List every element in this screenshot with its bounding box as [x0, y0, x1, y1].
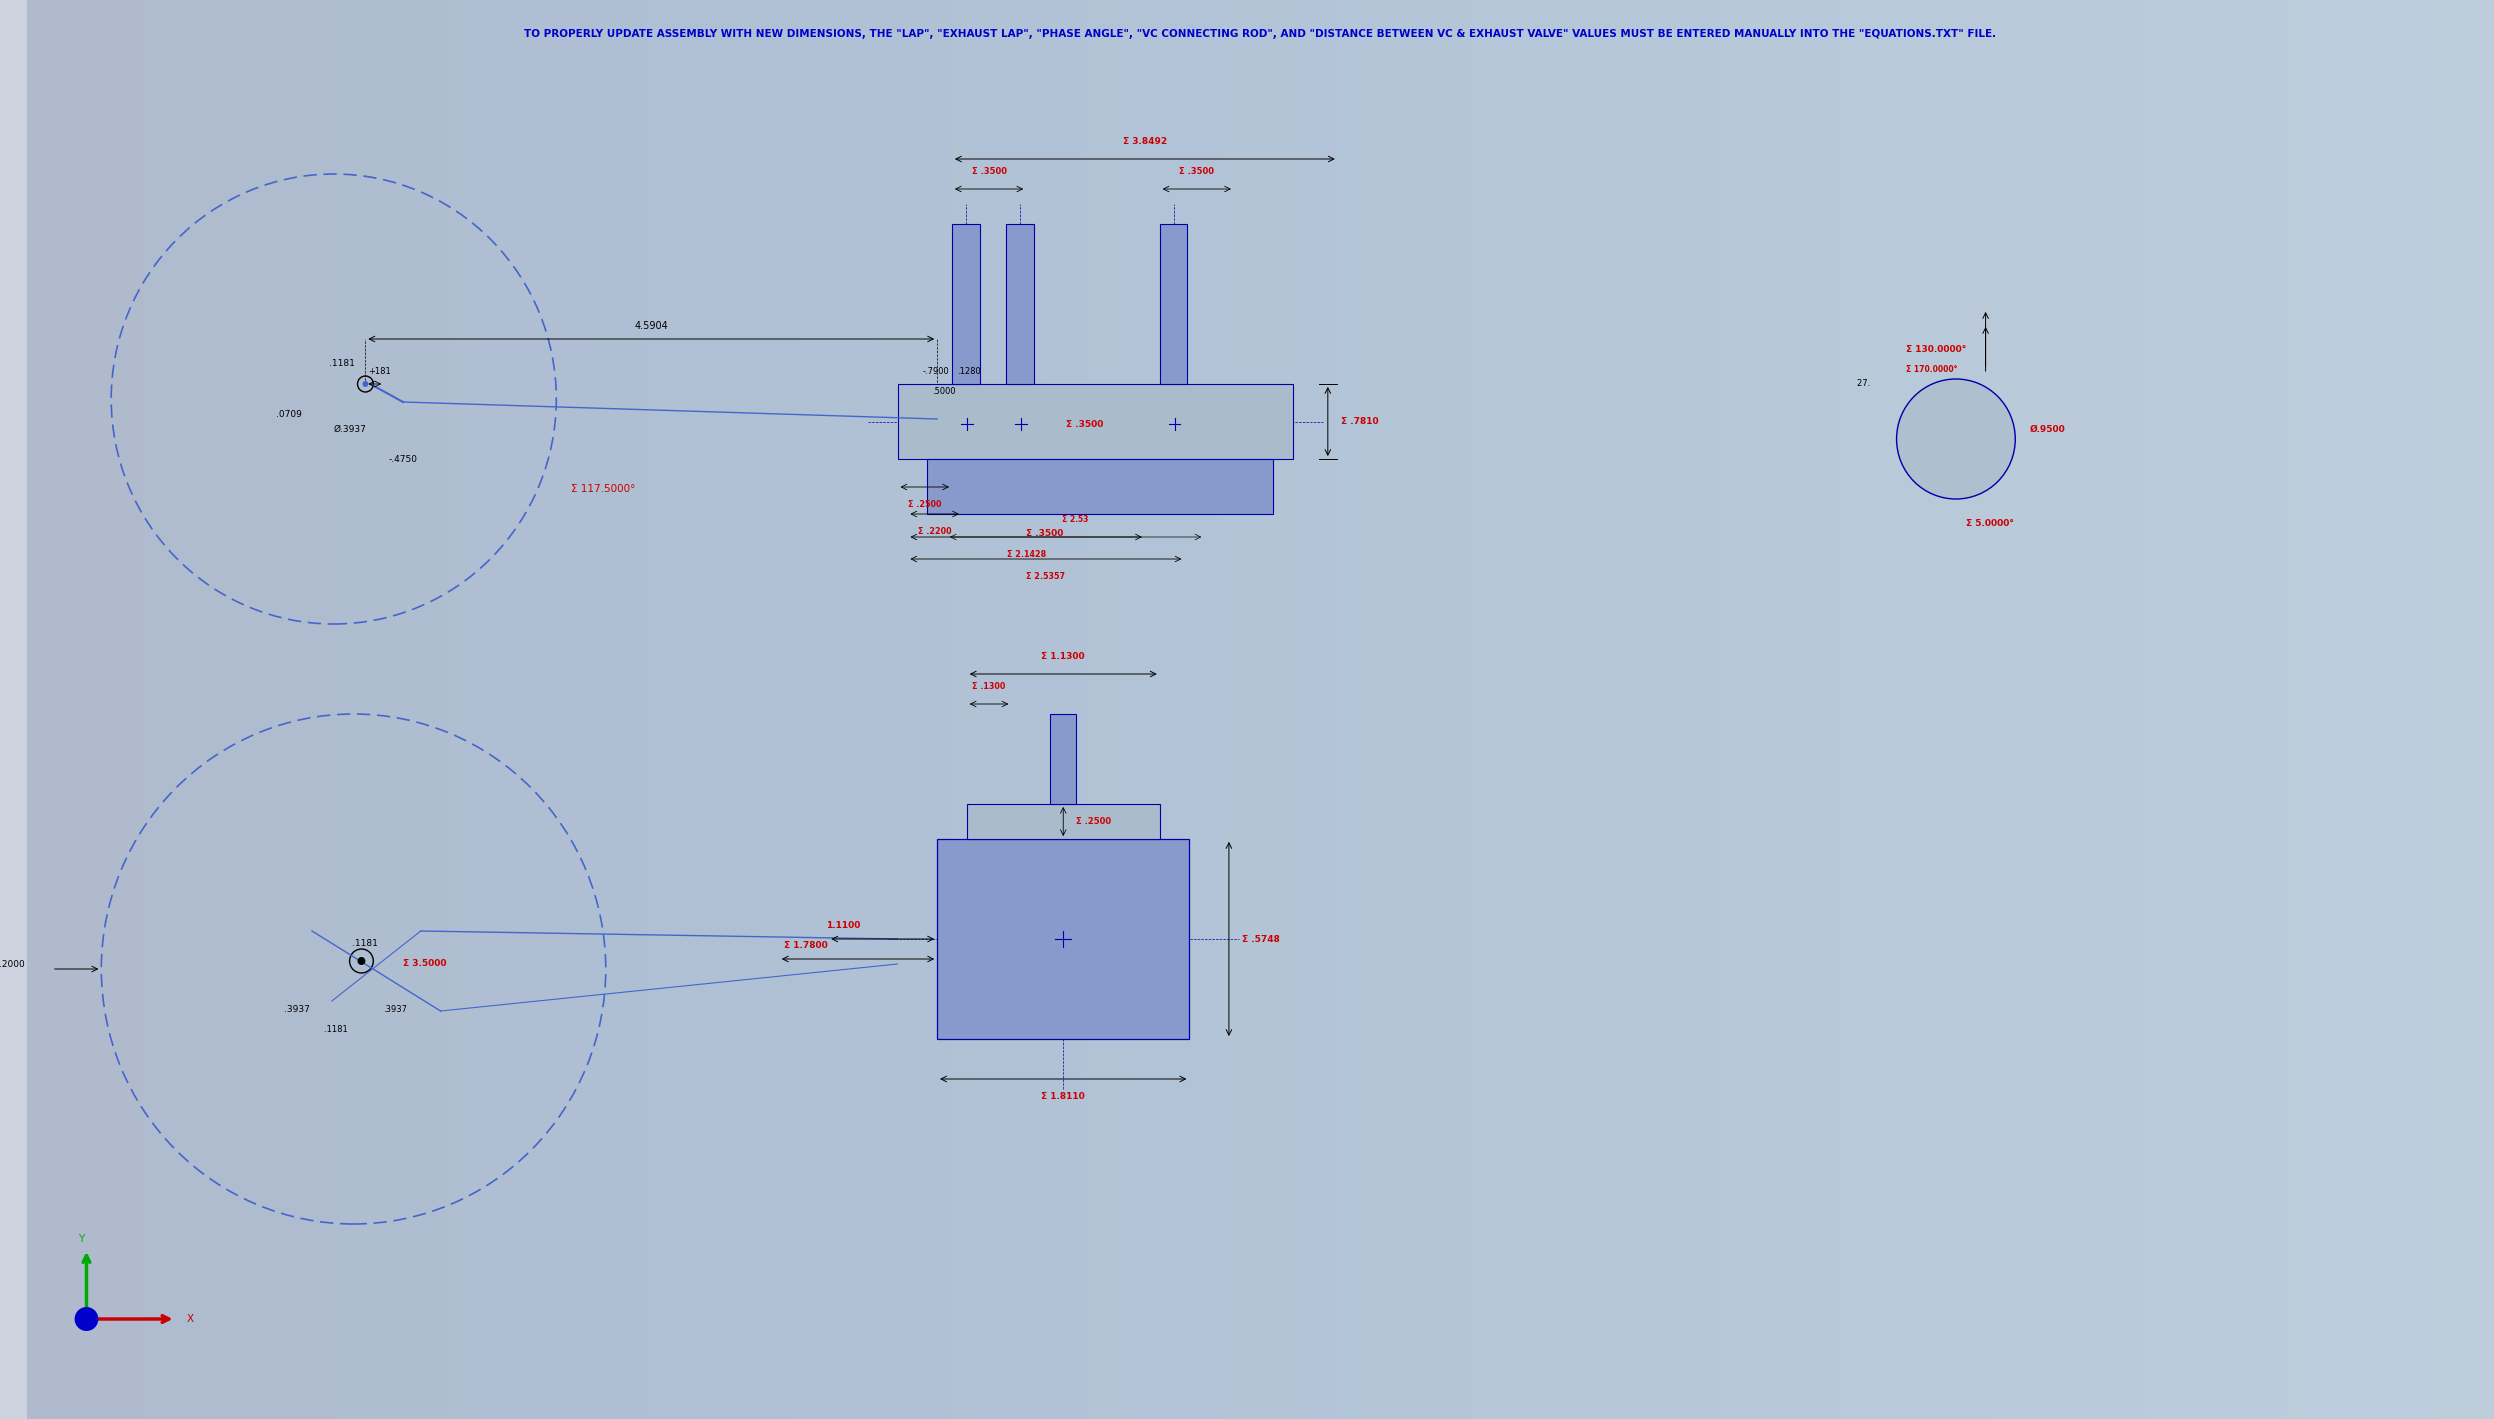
Text: 27.⁠⁠⁠: 27.⁠⁠⁠	[1858, 379, 1870, 389]
Circle shape	[1895, 379, 2015, 499]
Text: Σ .3500: Σ .3500	[1025, 529, 1062, 538]
Text: Y: Y	[77, 1235, 85, 1244]
Text: Σ .3500: Σ .3500	[1180, 167, 1215, 176]
Text: Σ .5748: Σ .5748	[1242, 935, 1279, 944]
Text: Σ .3500⁠: Σ .3500⁠	[1065, 420, 1102, 429]
FancyBboxPatch shape	[898, 385, 1294, 458]
Text: Σ 130.0000°: Σ 130.0000°	[1905, 345, 1968, 353]
Text: 1.1100: 1.1100	[826, 921, 860, 931]
FancyBboxPatch shape	[1160, 224, 1187, 385]
Text: Σ 1.7800: Σ 1.7800	[783, 941, 828, 951]
Text: .1181⁠: .1181⁠	[324, 1025, 347, 1033]
FancyBboxPatch shape	[1008, 224, 1035, 385]
Text: Σ .7810: Σ .7810	[1342, 417, 1379, 426]
Text: Σ 1.1300: Σ 1.1300	[1042, 651, 1085, 661]
Text: Σ 1.8110: Σ 1.8110	[1042, 1093, 1085, 1101]
Text: Σ .2500: Σ .2500	[1075, 817, 1112, 826]
FancyBboxPatch shape	[968, 805, 1160, 839]
Text: Σ .2500: Σ .2500	[908, 499, 943, 509]
FancyBboxPatch shape	[938, 839, 1190, 1039]
Text: Σ 3.8492: Σ 3.8492	[1122, 138, 1167, 146]
Text: Σ 170.0000°: Σ 170.0000°	[1905, 365, 1958, 373]
Text: Σ .1300: Σ .1300	[973, 683, 1005, 691]
Text: X: X	[187, 1314, 195, 1324]
Circle shape	[75, 1307, 97, 1331]
Text: TO PROPERLY UPDATE ASSEMBLY WITH NEW DIMENSIONS, THE "LAP", "EXHAUST LAP", "PHAS: TO PROPERLY UPDATE ASSEMBLY WITH NEW DIM…	[524, 28, 1998, 38]
Text: +181: +181	[369, 366, 392, 376]
FancyBboxPatch shape	[928, 458, 1274, 514]
Text: Ø.3937: Ø.3937	[334, 424, 367, 433]
FancyBboxPatch shape	[1050, 714, 1075, 805]
FancyBboxPatch shape	[953, 224, 980, 385]
Text: Σ 5.0000°: Σ 5.0000°	[1965, 519, 2013, 528]
Text: Σ 2.53⁠⁠: Σ 2.53⁠⁠	[1062, 515, 1090, 524]
Text: -.7900: -.7900	[923, 368, 950, 376]
Text: Σ .3500: Σ .3500	[973, 167, 1008, 176]
Text: .3937: .3937	[384, 1005, 407, 1013]
Text: Σ 3.5000: Σ 3.5000	[404, 959, 446, 969]
Circle shape	[362, 380, 369, 387]
Text: Ø.9500: Ø.9500	[2030, 424, 2065, 433]
Circle shape	[357, 956, 367, 965]
Text: -.4750: -.4750	[389, 454, 416, 464]
Text: .1181: .1181	[329, 359, 354, 369]
Text: .3937⁠: .3937⁠	[284, 1005, 309, 1013]
Text: .5000: .5000	[933, 387, 955, 396]
Text: .0709: .0709	[277, 410, 302, 419]
Text: Σ .2200: Σ .2200	[918, 526, 950, 536]
Text: Ø.2000: Ø.2000	[0, 959, 25, 969]
Text: Σ 117.5000°: Σ 117.5000°	[571, 484, 636, 494]
Text: Σ 2.1428: Σ 2.1428	[1008, 551, 1045, 559]
Text: 4.5904: 4.5904	[633, 321, 668, 331]
Text: .1181: .1181	[352, 939, 377, 948]
Text: Σ 2.5357: Σ 2.5357	[1028, 572, 1065, 580]
Text: .1280: .1280	[958, 368, 980, 376]
